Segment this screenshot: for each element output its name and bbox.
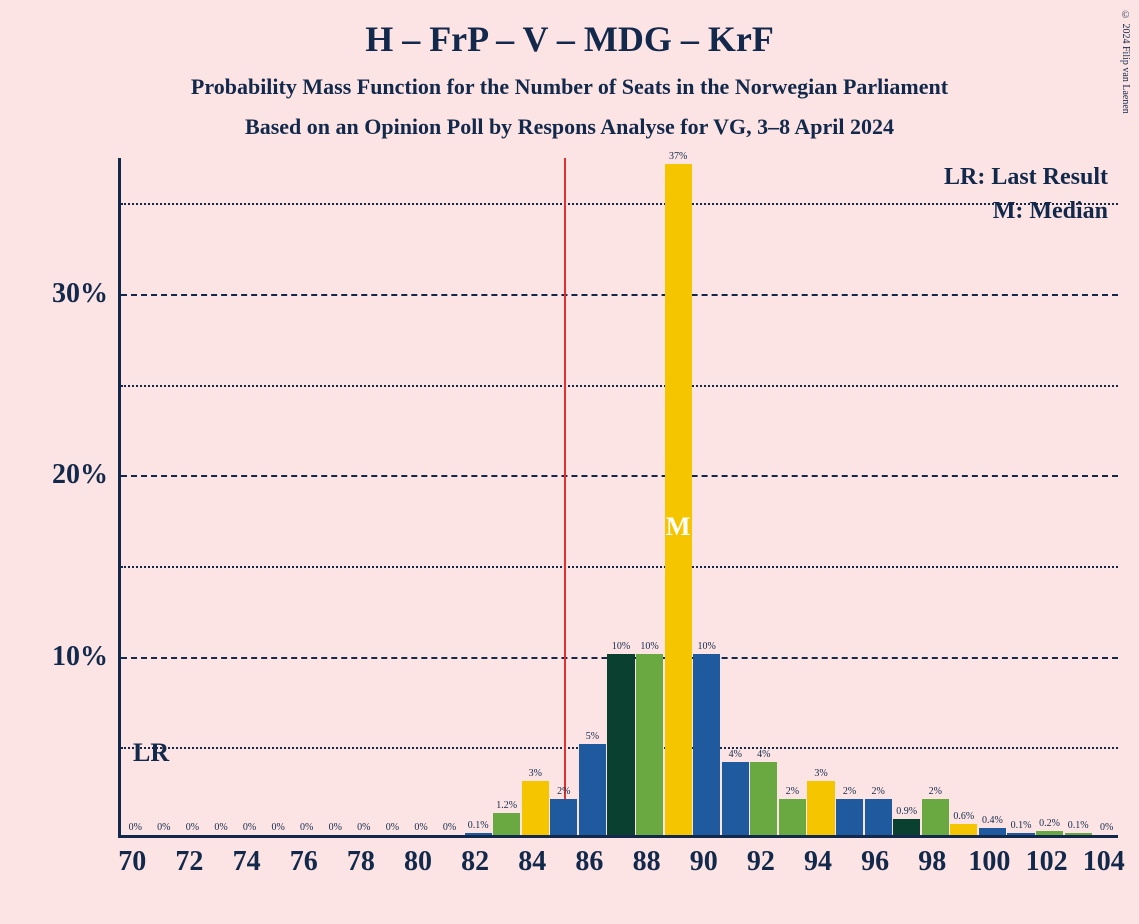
- copyright-text: © 2024 Filip van Laenen: [1120, 10, 1131, 114]
- x-axis-label: 96: [861, 846, 889, 878]
- x-axis-label: 76: [290, 846, 318, 878]
- bar-value-label: 5%: [586, 731, 599, 742]
- x-axis-label: 78: [347, 846, 375, 878]
- bar: [979, 828, 1006, 835]
- bar-value-label: 0%: [157, 822, 170, 833]
- bar-value-label: 0%: [300, 822, 313, 833]
- bar-value-label: 4%: [757, 749, 770, 760]
- x-axis-label: 92: [747, 846, 775, 878]
- chart-subtitle-1: Probability Mass Function for the Number…: [0, 74, 1139, 100]
- x-axis-label: 80: [404, 846, 432, 878]
- bar-value-label: 10%: [640, 641, 658, 652]
- bar-value-label: 0%: [129, 822, 142, 833]
- bar-value-label: 0%: [186, 822, 199, 833]
- bar: [1007, 833, 1034, 835]
- bar-value-label: 0%: [329, 822, 342, 833]
- x-axis-label: 94: [804, 846, 832, 878]
- bar-value-label: 0%: [443, 822, 456, 833]
- bar-value-label: 2%: [843, 786, 856, 797]
- median-label: M: [666, 512, 691, 542]
- x-axis-label: 102: [1026, 846, 1068, 878]
- bar-value-label: 10%: [698, 641, 716, 652]
- plot-region: 0% 0% 0% 0% 0% 0% 0% 0% 0% 0% 0% 0% 0.1% 1.2% 3% 2% 5% 10…: [118, 158, 1118, 838]
- bar-value-label: 0%: [214, 822, 227, 833]
- bar: [550, 799, 577, 835]
- grid-minor: [121, 385, 1118, 387]
- x-axis-label: 70: [118, 846, 146, 878]
- bar-value-label: 4%: [729, 749, 742, 760]
- y-axis-label: 20%: [52, 459, 108, 491]
- bar: [693, 654, 720, 835]
- bar: [836, 799, 863, 835]
- bar: [750, 762, 777, 835]
- x-axis-label: 82: [461, 846, 489, 878]
- x-axis-label: 104: [1083, 846, 1125, 878]
- lr-label: LR: [133, 738, 169, 768]
- chart-title: H – FrP – V – MDG – KrF: [0, 0, 1139, 60]
- bar: [665, 164, 692, 835]
- x-axis-label: 100: [968, 846, 1010, 878]
- bar: [579, 744, 606, 835]
- x-axis-label: 72: [175, 846, 203, 878]
- bar-value-label: 0.6%: [953, 811, 974, 822]
- bar: [522, 781, 549, 835]
- bar-value-label: 0.4%: [982, 815, 1003, 826]
- y-axis-label: 10%: [52, 641, 108, 673]
- bar: [636, 654, 663, 835]
- bar-value-label: 37%: [669, 151, 687, 162]
- bar-value-label: 0.1%: [468, 820, 489, 831]
- bar-value-label: 2%: [871, 786, 884, 797]
- bar: [779, 799, 806, 835]
- x-axis-label: 84: [518, 846, 546, 878]
- bar: [722, 762, 749, 835]
- x-axis-label: 98: [918, 846, 946, 878]
- chart-area: LR: Last Result M: Median 0%0%0%0%0%0%0%…: [118, 158, 1118, 838]
- bar-value-label: 0%: [243, 822, 256, 833]
- bar-value-label: 0.9%: [896, 806, 917, 817]
- bar: [1036, 831, 1063, 835]
- x-axis-label: 88: [633, 846, 661, 878]
- bar: [807, 781, 834, 835]
- bar: [493, 813, 520, 835]
- bar-value-label: 0%: [271, 822, 284, 833]
- bar-value-label: 0.1%: [1011, 820, 1032, 831]
- lr-line: [564, 158, 566, 835]
- bar-value-label: 2%: [557, 786, 570, 797]
- bar-value-label: 0%: [1100, 822, 1113, 833]
- x-axis-label: 74: [233, 846, 261, 878]
- bar-value-label: 0%: [357, 822, 370, 833]
- bar-value-label: 1.2%: [496, 800, 517, 811]
- bar-value-label: 0%: [386, 822, 399, 833]
- bar: [865, 799, 892, 835]
- bar-value-label: 3%: [814, 768, 827, 779]
- grid-minor: [121, 566, 1118, 568]
- bar-value-label: 0.1%: [1068, 820, 1089, 831]
- x-axis-label: 86: [575, 846, 603, 878]
- grid-major: [121, 294, 1118, 296]
- bar: [607, 654, 634, 835]
- bar: [1065, 833, 1092, 835]
- bar-value-label: 3%: [529, 768, 542, 779]
- bar-value-label: 10%: [612, 641, 630, 652]
- x-axis-label: 90: [690, 846, 718, 878]
- grid-major: [121, 475, 1118, 477]
- y-axis-label: 30%: [52, 278, 108, 310]
- grid-minor: [121, 203, 1118, 205]
- bar-value-label: 2%: [929, 786, 942, 797]
- bar: [465, 833, 492, 835]
- bar-value-label: 0%: [414, 822, 427, 833]
- bar-value-label: 0.2%: [1039, 818, 1060, 829]
- bar-value-label: 2%: [786, 786, 799, 797]
- bar: [950, 824, 977, 835]
- bar: [893, 819, 920, 835]
- bar: [922, 799, 949, 835]
- chart-subtitle-2: Based on an Opinion Poll by Respons Anal…: [0, 114, 1139, 140]
